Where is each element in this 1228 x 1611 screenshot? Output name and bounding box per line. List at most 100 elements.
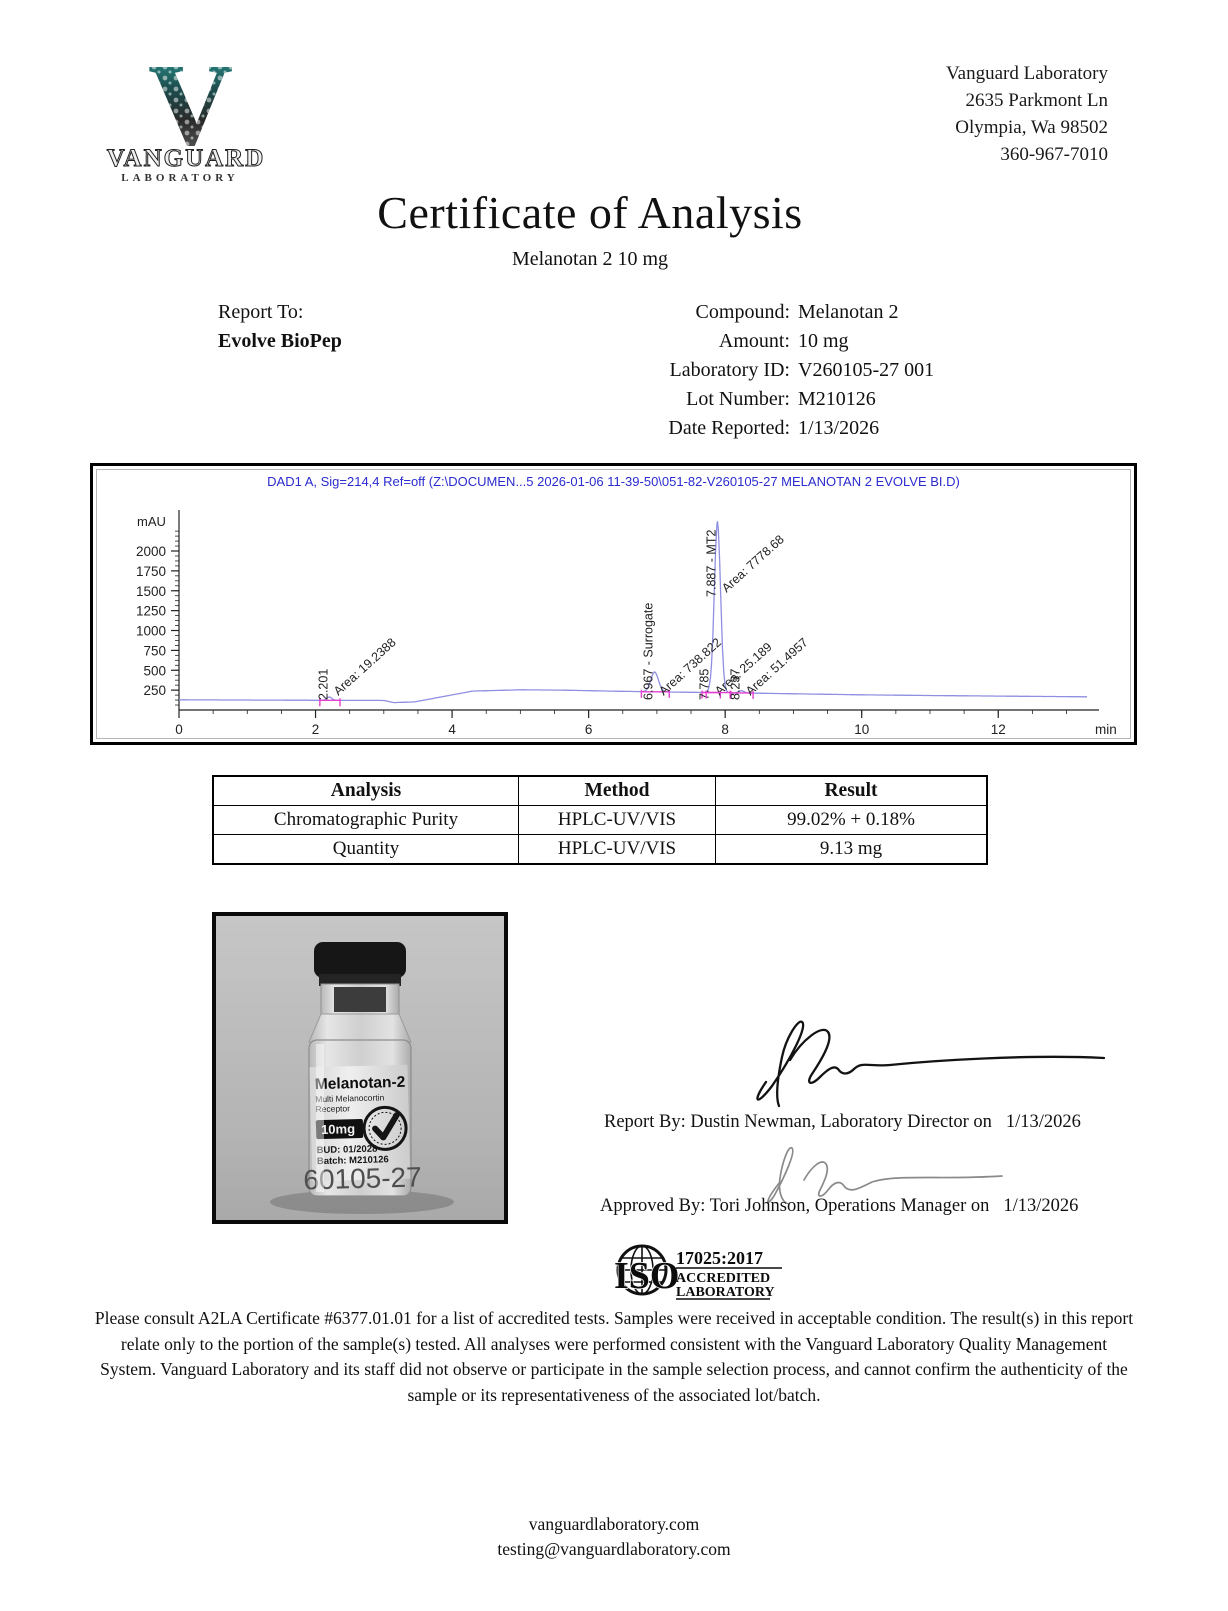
detail-value: V260105-27 001 — [798, 359, 935, 381]
svg-text:6.967 - Surrogate: 6.967 - Surrogate — [642, 603, 656, 700]
svg-text:8.237: 8.237 — [728, 669, 742, 700]
email-link: testing@vanguardlaboratory.com — [497, 1539, 731, 1559]
detail-value: Melanotan 2 — [798, 301, 899, 323]
detail-value: M210126 — [798, 388, 876, 410]
report-to-block: Report To: Evolve BioPep — [218, 298, 342, 356]
report-by-text: Report By: Dustin Newman, Laboratory Dir… — [604, 1112, 992, 1132]
col-result: Result — [715, 775, 988, 806]
signature-dustin-newman — [756, 1020, 1106, 1108]
vial-photo: Melanotan-2 Multi Melanocortin Receptor … — [212, 912, 508, 1224]
detail-row: Lot Number: M210126 — [560, 385, 934, 414]
svg-text:7.785: 7.785 — [697, 669, 711, 700]
cell-method: HPLC-UV/VIS — [518, 805, 716, 835]
iso-org-text: ISO — [614, 1255, 679, 1297]
vial-photo-image: Melanotan-2 Multi Melanocortin Receptor … — [216, 916, 504, 1220]
chromatogram-panel: DAD1 A, Sig=214,4 Ref=off (Z:\DOCUMEN...… — [90, 463, 1137, 745]
approved-by-line: Approved By: Tori Johnson, Operations Ma… — [600, 1196, 1078, 1217]
address-line: 2635 Parkmont Ln — [965, 90, 1109, 111]
report-by-line: Report By: Dustin Newman, Laboratory Dir… — [604, 1112, 1081, 1133]
svg-text:Area: 7778.68: Area: 7778.68 — [719, 532, 787, 595]
approved-date: 1/13/2026 — [1003, 1196, 1079, 1216]
detail-label: Date Reported: — [668, 417, 790, 439]
svg-text:4: 4 — [448, 722, 456, 737]
cell-analysis: Quantity — [212, 834, 519, 865]
vial-desc-line: Receptor — [315, 1103, 350, 1114]
svg-text:7.887 - MT2: 7.887 - MT2 — [704, 530, 718, 597]
svg-text:2000: 2000 — [136, 544, 166, 559]
col-method: Method — [518, 775, 716, 806]
chromatogram-plot: mAU 250 500 750 1000 1250 1500 1750 2000 0 2 4 6 8 10 1… — [136, 510, 1117, 737]
iso-standard-text: 17025:2017 — [676, 1248, 763, 1268]
svg-text:min: min — [1095, 722, 1117, 737]
cell-result: 99.02% + 0.18% — [715, 805, 988, 835]
svg-text:mAU: mAU — [137, 514, 166, 529]
vanguard-logo: V V VANGUARD LABORATORY — [96, 39, 276, 192]
disclaimer-text: Please consult A2LA Certificate #6377.01… — [94, 1308, 1134, 1405]
lab-address: Vanguard Laboratory 2635 Parkmont Ln Oly… — [946, 60, 1108, 168]
approved-by-text: Approved By: Tori Johnson, Operations Ma… — [600, 1196, 990, 1216]
signature-tori-johnson — [767, 1147, 1003, 1204]
cell-result: 9.13 mg — [715, 834, 988, 865]
vial-id-stamp: 60105-27 — [303, 1161, 422, 1195]
website-link: vanguardlaboratory.com — [528, 1514, 700, 1534]
svg-text:V: V — [148, 42, 233, 170]
sample-details-block: Compound: Melanotan 2 Amount: 10 mg Labora… — [560, 298, 934, 443]
report-to-label: Report To: — [218, 301, 304, 323]
vanguard-logo-icon: V V VANGUARD LABORATORY — [106, 39, 266, 184]
svg-text:0: 0 — [175, 722, 183, 737]
footer-contact: vanguardlaboratory.com testing@vanguardl… — [0, 1512, 1228, 1562]
address-line: 360-967-7010 — [1000, 144, 1108, 165]
logo-sub: LABORATORY — [121, 172, 238, 184]
svg-text:10: 10 — [854, 722, 869, 737]
svg-text:6: 6 — [585, 722, 593, 737]
vial-batch: Batch: M210126 — [317, 1154, 389, 1167]
table-row: Quantity HPLC-UV/VIS 9.13 mg — [212, 834, 988, 865]
address-line: Vanguard Laboratory — [946, 63, 1108, 84]
col-analysis: Analysis — [212, 775, 519, 806]
vial-product-name: Melanotan-2 — [315, 1074, 406, 1093]
detail-row: Amount: 10 mg — [560, 327, 934, 356]
cell-analysis: Chromatographic Purity — [212, 805, 519, 835]
detail-label: Amount: — [718, 330, 790, 352]
svg-text:1250: 1250 — [136, 604, 166, 619]
svg-text:2: 2 — [312, 722, 320, 737]
table-row: Chromatographic Purity HPLC-UV/VIS 99.02… — [212, 805, 988, 835]
svg-text:250: 250 — [143, 683, 166, 698]
cell-method: HPLC-UV/VIS — [518, 834, 716, 865]
page-title: Certificate of Analysis — [377, 187, 803, 238]
vial-dose: 10mg — [321, 1121, 355, 1137]
report-to-value: Evolve BioPep — [218, 330, 342, 352]
logo-name: VANGUARD — [107, 145, 266, 172]
detail-value: 10 mg — [798, 330, 849, 352]
svg-text:Area: 19.2388: Area: 19.2388 — [331, 635, 399, 698]
svg-text:1000: 1000 — [136, 624, 166, 639]
vial-cap — [314, 942, 406, 978]
chromatogram-inner-frame — [96, 469, 1131, 739]
chromatogram-signal-header: DAD1 A, Sig=214,4 Ref=off (Z:\DOCUMEN...… — [267, 474, 960, 489]
page-subtitle: Melanotan 2 10 mg — [511, 248, 669, 270]
svg-text:750: 750 — [143, 643, 166, 658]
detail-label: Lot Number: — [686, 388, 790, 410]
vial-desc-line: Multi Melanocortin — [315, 1092, 384, 1104]
vial-bud: BUD: 01/2028 — [316, 1144, 377, 1157]
iso-accredited-text: ACCREDITED — [676, 1271, 770, 1286]
address-line: Olympia, Wa 98502 — [955, 117, 1108, 138]
iso-accreditation-logo: ISO 17025:2017 ACCREDITED LABORATORY — [610, 1242, 800, 1305]
detail-row: Laboratory ID: V260105-27 001 — [560, 356, 934, 385]
svg-text:V: V — [148, 42, 233, 170]
results-table: Analysis Method Result Chromatographic P… — [212, 775, 988, 865]
svg-text:12: 12 — [991, 722, 1006, 737]
svg-text:8: 8 — [721, 722, 729, 737]
svg-text:2.201: 2.201 — [316, 669, 330, 700]
detail-label: Laboratory ID: — [669, 359, 790, 381]
table-header-row: Analysis Method Result — [212, 775, 988, 806]
svg-text:1750: 1750 — [136, 564, 166, 579]
iso-laboratory-text: LABORATORY — [676, 1285, 775, 1300]
report-date: 1/13/2026 — [1005, 1112, 1081, 1132]
detail-value: 1/13/2026 — [798, 417, 880, 439]
detail-row: Date Reported: 1/13/2026 — [560, 414, 934, 443]
svg-text:1500: 1500 — [136, 584, 166, 599]
iso-logo-icon: ISO 17025:2017 ACCREDITED LABORATORY — [613, 1244, 782, 1300]
detail-row: Compound: Melanotan 2 — [560, 298, 934, 327]
